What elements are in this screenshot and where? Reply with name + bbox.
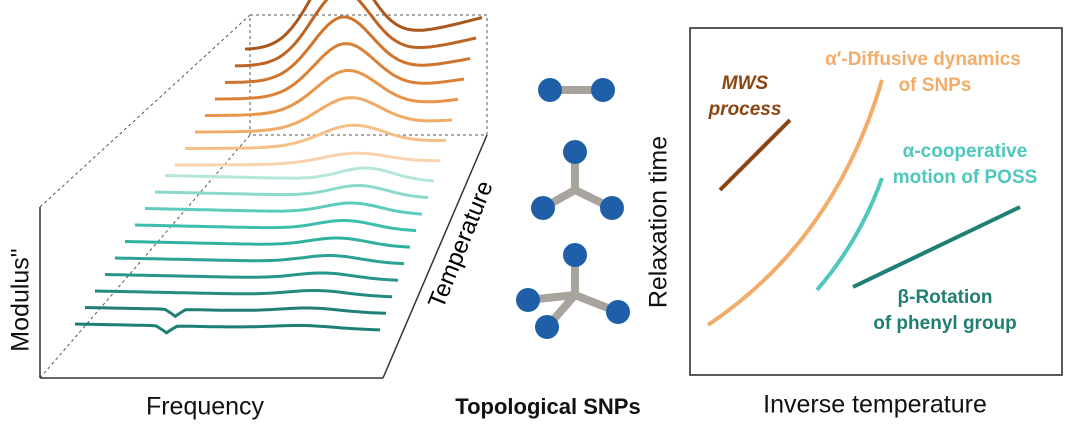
node [563, 140, 587, 164]
spectrum-curve [134, 219, 417, 233]
spectra [74, 0, 483, 335]
alpha-curve [815, 177, 884, 292]
process-label: motion of POSS [893, 167, 1038, 188]
spectrum-curve [205, 68, 459, 117]
spectrum-curve [164, 166, 435, 183]
node [600, 196, 624, 220]
process-label: MWS [722, 73, 769, 94]
spectrum-curve [84, 306, 387, 319]
process-label: α′-Diffusive dynamics [825, 49, 1021, 70]
node [563, 243, 587, 267]
relaxation-map: Relaxation time Inverse temperature MWS … [645, 27, 1063, 419]
spectrum-curve [234, 0, 477, 68]
edge [39, 14, 251, 208]
node [606, 300, 630, 324]
spectrum-curve [94, 289, 393, 299]
node [531, 196, 555, 220]
molecules: Topological SNPs [455, 78, 641, 419]
x-axis-label: Inverse temperature [763, 391, 987, 419]
spectrum-curve [124, 236, 411, 249]
frame [689, 27, 1063, 376]
process-label: of phenyl group [873, 313, 1017, 334]
back-wall [249, 14, 488, 136]
edge [39, 134, 251, 379]
spectrum-curve [244, 0, 483, 51]
spectrum-curve [104, 271, 399, 282]
node [591, 78, 615, 102]
spectrum-curve [114, 254, 405, 266]
process-label: β-Rotation [898, 287, 993, 308]
process-label: process [708, 99, 782, 120]
y-axis-label: Modulus" [7, 248, 35, 351]
x-axis-label: Frequency [146, 393, 265, 421]
spectrum-curve [215, 42, 465, 101]
y-axis-label: Relaxation time [645, 136, 673, 308]
edge [382, 134, 488, 379]
alpha-prime-curve [706, 79, 884, 327]
spectrum-curve [195, 96, 453, 134]
spectrum-curve [144, 201, 423, 216]
node [538, 78, 562, 102]
spectrum-curve [224, 15, 471, 84]
spectrum-curve [175, 151, 440, 167]
spectrum-curve [154, 183, 429, 199]
spectrum-curve [74, 322, 381, 335]
process-label: of SNPs [899, 75, 972, 96]
spectrum-curve [185, 123, 447, 150]
caption: Topological SNPs [455, 394, 640, 419]
node [516, 288, 540, 312]
spectra-panel: Modulus" Frequency Temperature [7, 0, 499, 421]
process-label: α-cooperative [903, 141, 1028, 162]
node [535, 315, 559, 339]
mws-line [718, 118, 792, 192]
beta-line [852, 205, 1021, 289]
